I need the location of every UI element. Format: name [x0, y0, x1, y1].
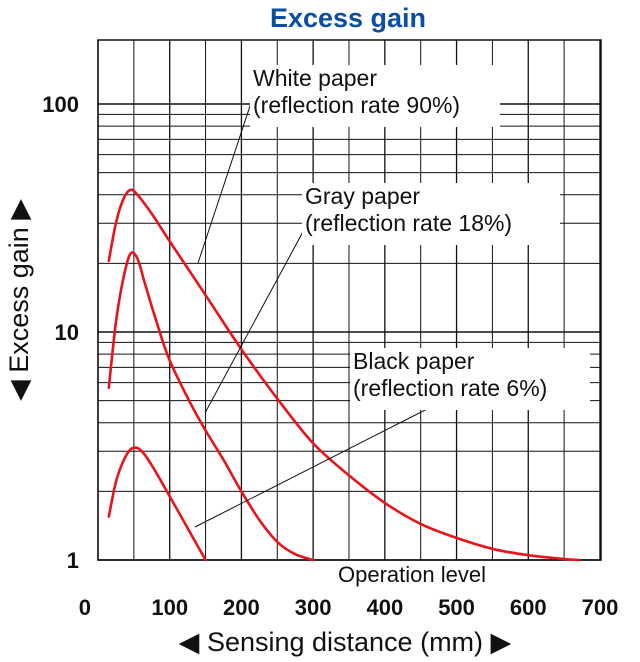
y-tick-label: 1: [67, 548, 79, 573]
leader-line-0: [197, 96, 254, 264]
series-line-0: [107, 188, 580, 562]
x-axis-label: ◀ Sensing distance (mm) ▶: [179, 627, 512, 657]
y-tick-label: 10: [55, 320, 79, 345]
series-annotation-1: Gray paper: [305, 183, 420, 209]
x-tick-label: 400: [366, 595, 403, 620]
x-tick-label: 200: [223, 595, 260, 620]
x-tick-label: 0: [79, 595, 91, 620]
y-axis-label: ◀ Excess gain ▶: [4, 199, 34, 401]
x-tick-label: 500: [438, 595, 475, 620]
leader-line-2: [194, 404, 436, 528]
x-tick-label: 700: [582, 595, 619, 620]
x-tick-label: 100: [151, 595, 188, 620]
operation-level-label: Operation level: [338, 562, 486, 587]
x-tick-label: 600: [510, 595, 547, 620]
y-tick-labels: 1 10 100: [42, 92, 79, 573]
annotation-bg-2: [350, 348, 590, 410]
annotation-bg-1: [302, 183, 560, 245]
series-annotation-0: White paper: [253, 65, 377, 91]
series-annotation-1: (reflection rate 18%): [305, 210, 512, 236]
series-annotation-2: Black paper: [353, 348, 475, 374]
plot-frame: [97, 39, 602, 561]
leader-line-1: [204, 227, 306, 414]
series-annotation-0: (reflection rate 90%): [253, 92, 460, 118]
annotations: White paper(reflection rate 90%) Gray pap…: [194, 65, 590, 528]
series-line-1: [107, 251, 315, 562]
operation-level-label-bg: [334, 562, 524, 588]
chart-title: Excess gain: [270, 3, 426, 33]
series-line-2: [107, 446, 207, 562]
y-tick-label: 100: [42, 92, 79, 117]
annotation-bg-0: [250, 65, 500, 127]
series-annotation-2: (reflection rate 6%): [353, 375, 547, 401]
x-tick-label: 300: [295, 595, 332, 620]
x-tick-labels: 0 100 200 300 400 500 600 700: [79, 595, 619, 620]
curves: [107, 188, 580, 562]
